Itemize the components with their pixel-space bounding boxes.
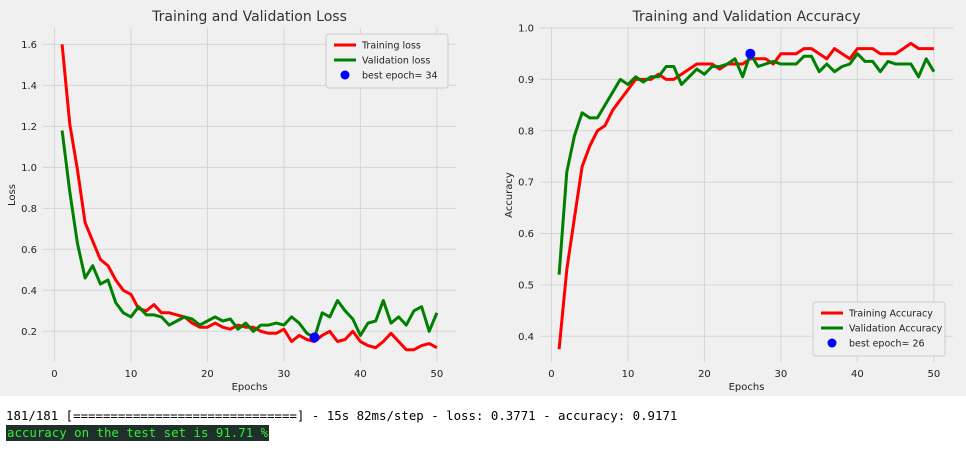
x-tick-label: 30 — [278, 369, 291, 380]
x-tick-label: 0 — [548, 369, 554, 380]
x-tick-label: 20 — [201, 369, 214, 380]
y-tick-label: 1.2 — [21, 122, 37, 133]
legend-label: Training Accuracy — [848, 309, 933, 320]
x-tick-label: 0 — [51, 369, 57, 380]
training-progress-output: 181/181 [==============================]… — [6, 408, 678, 423]
x-axis-label: Epochs — [232, 382, 268, 393]
legend-box — [325, 33, 449, 89]
chart-title: Training and Validation Accuracy — [632, 9, 861, 25]
y-tick-label: 0.8 — [518, 126, 534, 137]
training-history-figure: 0 10 20 30 40 50 0.2 0.4 0.6 0.8 1.0 1.2 1.4 1.6 Train… — [0, 0, 966, 396]
test-accuracy-output: accuracy on the test set is 91.71 % — [6, 425, 270, 441]
x-tick-label: 50 — [431, 369, 444, 380]
best-epoch-marker — [309, 332, 320, 343]
x-tick-label: 10 — [622, 369, 635, 380]
validation-series-line — [60, 130, 439, 339]
chart-title: Training and Validation Loss — [151, 9, 347, 25]
x-tick-label: 30 — [775, 369, 788, 380]
y-tick-label: 0.8 — [21, 204, 37, 215]
legend-label: Training loss — [361, 41, 421, 52]
y-tick-label: 0.4 — [518, 332, 534, 343]
legend-label: best epoch= 26 — [849, 339, 925, 350]
x-tick-label: 40 — [354, 369, 367, 380]
legend-label: best epoch= 34 — [362, 71, 438, 82]
y-tick-label: 1.0 — [518, 24, 534, 35]
y-tick-label: 0.2 — [21, 327, 37, 338]
legend-label: Validation Accuracy — [849, 324, 943, 335]
legend-best-marker — [340, 70, 350, 80]
best-epoch-marker — [745, 48, 756, 59]
chart-accuracy: 0 10 20 30 40 50 0.4 0.5 0.6 0.7 0.8 0.9 1.0 Training… — [504, 9, 953, 393]
y-tick-label: 0.6 — [21, 245, 37, 256]
chart-loss: 0 10 20 30 40 50 0.2 0.4 0.6 0.8 1.0 1.2 1.4 1.6 Train… — [7, 9, 456, 393]
y-tick-label: 1.4 — [21, 81, 37, 92]
x-tick-label: 10 — [125, 369, 138, 380]
x-tick-label: 20 — [698, 369, 711, 380]
y-tick-label: 0.6 — [518, 229, 534, 240]
y-tick-label: 0.7 — [518, 178, 534, 189]
y-tick-label: 0.4 — [21, 286, 37, 297]
legend-box — [812, 301, 946, 357]
y-axis-label: Loss — [7, 184, 18, 206]
validation-series-line — [557, 52, 936, 275]
y-tick-label: 1.6 — [21, 40, 37, 51]
x-tick-label: 50 — [928, 369, 941, 380]
y-tick-label: 1.0 — [21, 163, 37, 174]
x-tick-label: 40 — [851, 369, 864, 380]
y-axis-label: Accuracy — [504, 172, 515, 218]
y-tick-label: 0.5 — [518, 280, 534, 291]
legend-label: Validation loss — [362, 56, 430, 67]
legend-best-marker — [827, 338, 837, 348]
x-axis-label: Epochs — [729, 382, 765, 393]
y-tick-label: 0.9 — [518, 75, 534, 86]
